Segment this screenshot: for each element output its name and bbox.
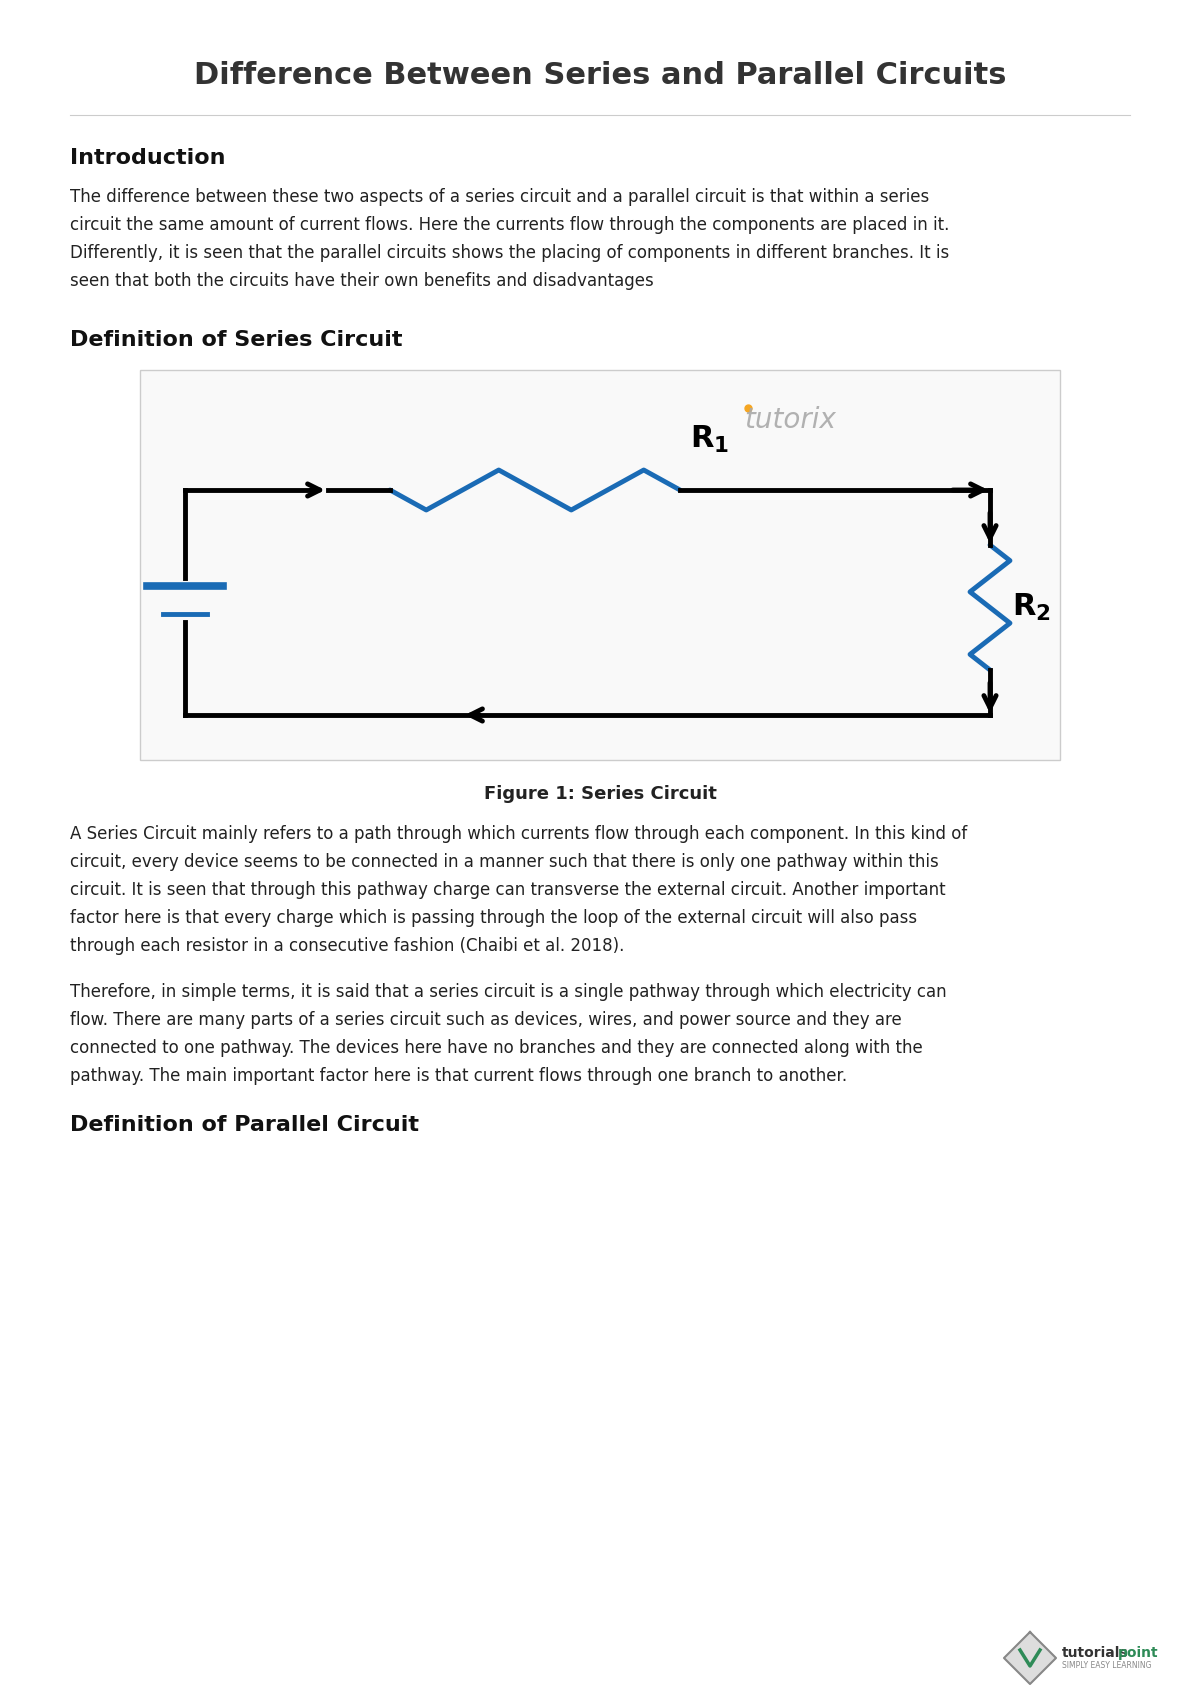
Text: Figure 1: Series Circuit: Figure 1: Series Circuit	[484, 786, 716, 803]
Text: factor here is that every charge which is passing through the loop of the extern: factor here is that every charge which i…	[70, 910, 917, 927]
Text: flow. There are many parts of a series circuit such as devices, wires, and power: flow. There are many parts of a series c…	[70, 1011, 901, 1028]
Text: The difference between these two aspects of a series circuit and a parallel circ: The difference between these two aspects…	[70, 188, 929, 205]
Text: Introduction: Introduction	[70, 148, 226, 168]
Text: Differently, it is seen that the parallel circuits shows the placing of componen: Differently, it is seen that the paralle…	[70, 244, 949, 261]
Text: connected to one pathway. The devices here have no branches and they are connect: connected to one pathway. The devices he…	[70, 1039, 923, 1057]
Text: Definition of Parallel Circuit: Definition of Parallel Circuit	[70, 1115, 419, 1135]
Text: tutorials: tutorials	[1062, 1646, 1129, 1660]
Text: circuit, every device seems to be connected in a manner such that there is only : circuit, every device seems to be connec…	[70, 854, 938, 871]
Text: point: point	[1118, 1646, 1159, 1660]
Text: seen that both the circuits have their own benefits and disadvantages: seen that both the circuits have their o…	[70, 272, 654, 290]
Text: through each resistor in a consecutive fashion (Chaibi et al. 2018).: through each resistor in a consecutive f…	[70, 937, 624, 955]
Bar	[140, 370, 1060, 760]
Text: pathway. The main important factor here is that current flows through one branch: pathway. The main important factor here …	[70, 1067, 847, 1084]
Text: $\mathbf{R_2}$: $\mathbf{R_2}$	[1012, 592, 1051, 623]
Text: Difference Between Series and Parallel Circuits: Difference Between Series and Parallel C…	[193, 61, 1007, 90]
Text: tutorix: tutorix	[744, 406, 836, 434]
Text: SIMPLY EASY LEARNING: SIMPLY EASY LEARNING	[1062, 1661, 1152, 1670]
Text: $\mathbf{R_1}$: $\mathbf{R_1}$	[690, 424, 730, 455]
Text: A Series Circuit mainly refers to a path through which currents flow through eac: A Series Circuit mainly refers to a path…	[70, 825, 967, 843]
Polygon shape	[1004, 1633, 1056, 1683]
Text: Definition of Series Circuit: Definition of Series Circuit	[70, 329, 402, 350]
Text: Therefore, in simple terms, it is said that a series circuit is a single pathway: Therefore, in simple terms, it is said t…	[70, 983, 947, 1001]
Text: circuit the same amount of current flows. Here the currents flow through the com: circuit the same amount of current flows…	[70, 216, 949, 234]
Text: circuit. It is seen that through this pathway charge can transverse the external: circuit. It is seen that through this pa…	[70, 881, 946, 899]
